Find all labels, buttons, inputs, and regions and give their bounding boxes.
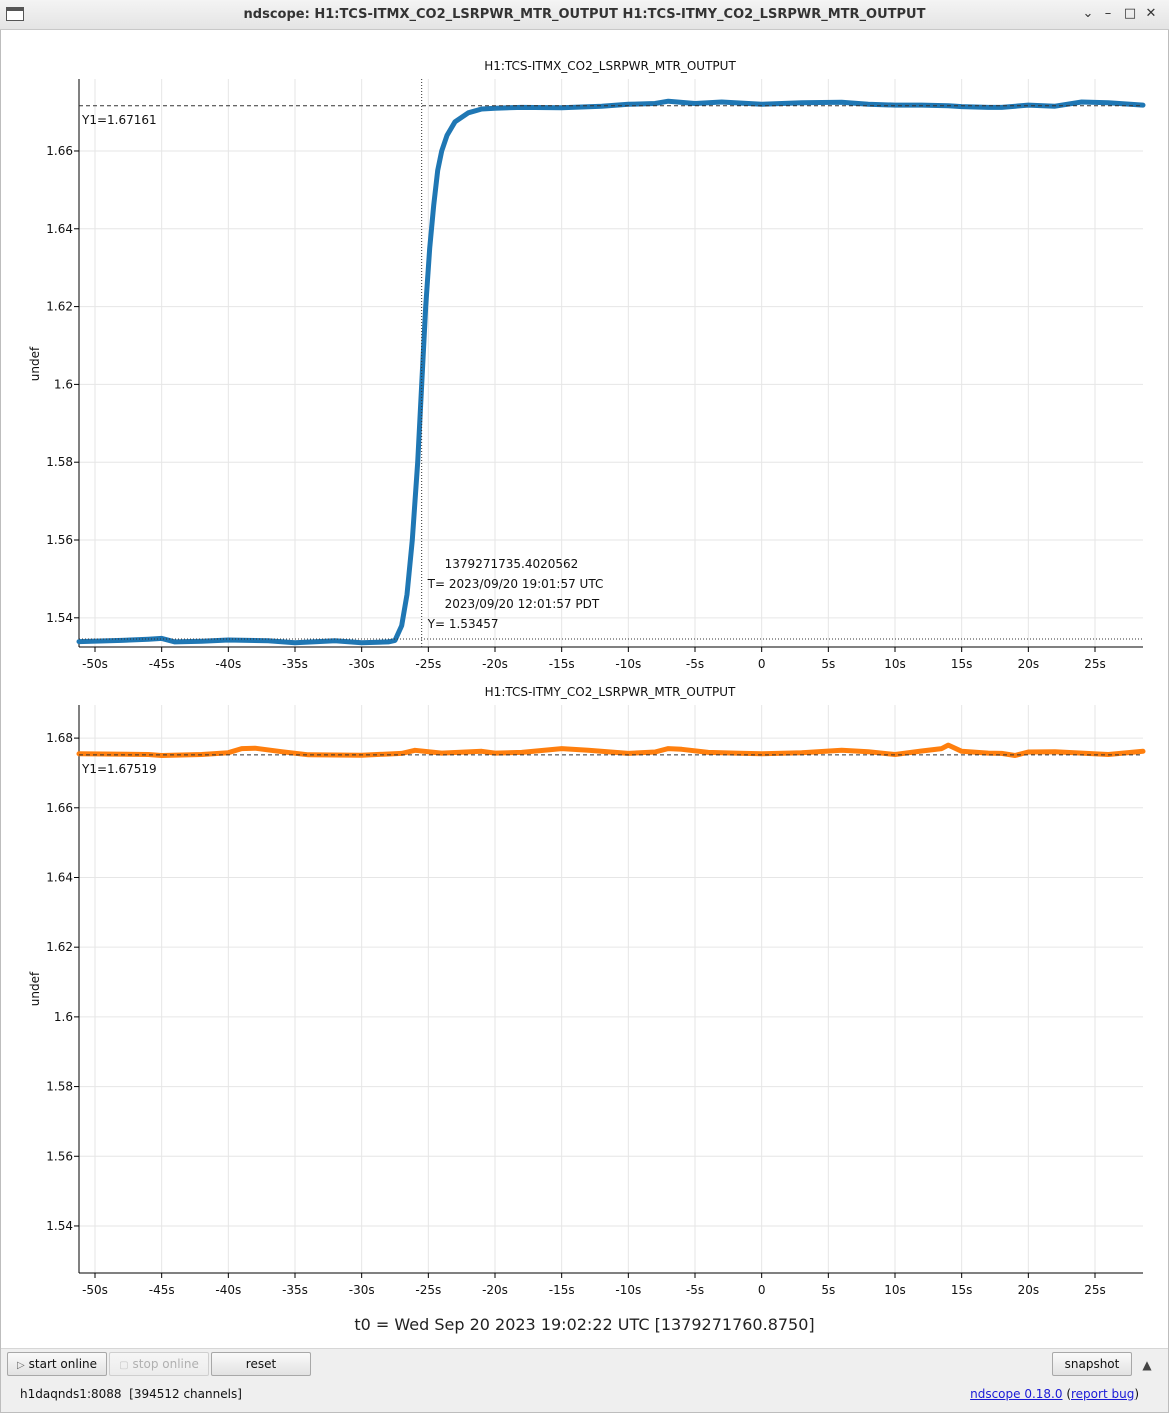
- x-tick-label: 10s: [884, 657, 906, 671]
- data-series: [76, 98, 1146, 646]
- x-tick-label: -50s: [82, 1283, 108, 1297]
- y-tick-label: 1.58: [46, 1080, 73, 1094]
- x-tick-label: -20s: [482, 657, 508, 671]
- y-tick-label: 1.54: [46, 1219, 73, 1233]
- stop-icon: ▢: [119, 1360, 129, 1371]
- cursors[interactable]: Y1=1.67519: [79, 754, 1143, 776]
- x-tick-label: -35s: [282, 1283, 308, 1297]
- plot-title: H1:TCS-ITMY_CO2_LSRPWR_MTR_OUTPUT: [485, 685, 736, 699]
- version-link[interactable]: ndscope 0.18.0: [970, 1387, 1063, 1401]
- x-tick-label: -25s: [415, 657, 441, 671]
- reset-label: reset: [245, 1357, 277, 1371]
- app-window-icon: [6, 7, 24, 21]
- close-icon[interactable]: ✕: [1145, 6, 1157, 21]
- y-tick-label: 1.56: [46, 533, 73, 547]
- y1-cursor-label: Y1=1.67519: [81, 762, 157, 776]
- y-tick-label: 1.56: [46, 1149, 73, 1163]
- axes: -50s -45s -40s -35s -30s -25s -20s -15s -10s -5s 0…: [46, 79, 1143, 671]
- series-line: [76, 742, 1146, 758]
- y-tick-label: 1.66: [46, 144, 73, 158]
- report-bug-link[interactable]: report bug: [1071, 1387, 1135, 1401]
- x-tick-label: -30s: [349, 657, 375, 671]
- window-titlebar[interactable]: ndscope: H1:TCS-ITMX_CO2_LSRPWR_MTR_OUTP…: [0, 0, 1169, 30]
- x-tick-label: -25s: [415, 1283, 441, 1297]
- y-tick-label: 1.64: [46, 870, 73, 884]
- x-tick-label: -40s: [215, 657, 241, 671]
- play-icon: ▷: [16, 1360, 25, 1371]
- x-tick-label: -30s: [349, 1283, 375, 1297]
- bottom-toolbar: ▷ start online ▢ stop online reset snapsho…: [1, 1348, 1168, 1412]
- stop-online-button[interactable]: ▢ stop online: [109, 1352, 209, 1376]
- y-tick-label: 1.54: [46, 611, 73, 625]
- x-tick-label: -45s: [149, 657, 175, 671]
- y-cursor-label: Y= 1.53457: [427, 617, 499, 631]
- stop-online-label: stop online: [132, 1357, 199, 1371]
- x-tick-label: 25s: [1084, 657, 1106, 671]
- x-tick-label: 5s: [821, 657, 835, 671]
- plots-area[interactable]: H1:TCS-ITMX_CO2_LSRPWR_MTR_OUTPUT undef …: [0, 30, 1169, 1310]
- t-cursor-pdt: 2023/09/20 12:01:57 PDT: [445, 597, 600, 611]
- x-tick-label: 0: [758, 657, 766, 671]
- x-tick-label: 25s: [1084, 1283, 1106, 1297]
- x-tick-label: -10s: [615, 1283, 641, 1297]
- snapshot-button[interactable]: snapshot: [1052, 1352, 1132, 1376]
- reset-button[interactable]: reset: [211, 1352, 311, 1376]
- y-tick-label: 1.58: [46, 455, 73, 469]
- expand-panel-icon[interactable]: ▲: [1142, 1358, 1152, 1372]
- t0-label: t0 = Wed Sep 20 2023 19:02:22 UTC [13792…: [354, 1315, 815, 1334]
- x-tick-label: 15s: [951, 1283, 973, 1297]
- x-tick-label: -5s: [686, 1283, 704, 1297]
- y-tick-label: 1.68: [46, 731, 73, 745]
- series-line: [76, 98, 1146, 646]
- start-online-button[interactable]: ▷ start online: [7, 1352, 107, 1376]
- x-tick-label: 15s: [951, 657, 973, 671]
- x-tick-label: 20s: [1018, 1283, 1040, 1297]
- x-tick-label: 10s: [884, 1283, 906, 1297]
- x-tick-label: 20s: [1018, 657, 1040, 671]
- plot-title: H1:TCS-ITMX_CO2_LSRPWR_MTR_OUTPUT: [484, 59, 736, 73]
- y-tick-label: 1.64: [46, 222, 73, 236]
- window-border-left: [0, 30, 1, 1413]
- x-tick-label: -35s: [282, 657, 308, 671]
- y-tick-label: 1.62: [46, 940, 73, 954]
- grid-lines: [79, 79, 1143, 647]
- axes: -50s -45s -40s -35s -30s -25s -20s -15s -10s -5s 0…: [46, 705, 1143, 1297]
- x-tick-label: 5s: [821, 1283, 835, 1297]
- version-info: ndscope 0.18.0 (report bug): [970, 1387, 1139, 1401]
- t-cursor-gps: 1379271735.4020562: [445, 557, 579, 571]
- y-tick-label: 1.66: [46, 801, 73, 815]
- y-tick-label: 1.6: [54, 1010, 73, 1024]
- start-online-label: start online: [28, 1357, 98, 1371]
- x-tick-label: -10s: [615, 657, 641, 671]
- x-tick-label: 0: [758, 1283, 766, 1297]
- chevron-down-icon[interactable]: ⌄: [1082, 6, 1094, 21]
- y-axis-label: undef: [28, 971, 42, 1006]
- grid-lines: [79, 705, 1143, 1273]
- y-axis-label: undef: [28, 346, 42, 381]
- window-title: ndscope: H1:TCS-ITMX_CO2_LSRPWR_MTR_OUTP…: [243, 7, 926, 22]
- minimize-icon[interactable]: –: [1104, 6, 1112, 21]
- x-tick-label: -15s: [549, 657, 575, 671]
- snapshot-label: snapshot: [1064, 1357, 1120, 1371]
- x-tick-label: -40s: [215, 1283, 241, 1297]
- y-tick-label: 1.62: [46, 300, 73, 314]
- maximize-icon[interactable]: □: [1123, 6, 1137, 21]
- x-tick-label: -45s: [149, 1283, 175, 1297]
- y-tick-label: 1.6: [54, 377, 73, 391]
- plot-itmy[interactable]: H1:TCS-ITMY_CO2_LSRPWR_MTR_OUTPUT undef …: [28, 685, 1146, 1297]
- t-cursor-utc: T= 2023/09/20 19:01:57 UTC: [427, 577, 604, 591]
- plot-itmx[interactable]: H1:TCS-ITMX_CO2_LSRPWR_MTR_OUTPUT undef …: [28, 59, 1146, 671]
- cursors[interactable]: Y1=1.67161 1379271735.4020562 T= 2023/09/2…: [79, 79, 1143, 647]
- x-tick-label: -20s: [482, 1283, 508, 1297]
- server-status: h1daqnds1:8088 [394512 channels]: [20, 1387, 242, 1401]
- x-tick-label: -15s: [549, 1283, 575, 1297]
- data-series: [76, 742, 1146, 758]
- y1-cursor-label: Y1=1.67161: [81, 113, 157, 127]
- x-tick-label: -50s: [82, 657, 108, 671]
- x-tick-label: -5s: [686, 657, 704, 671]
